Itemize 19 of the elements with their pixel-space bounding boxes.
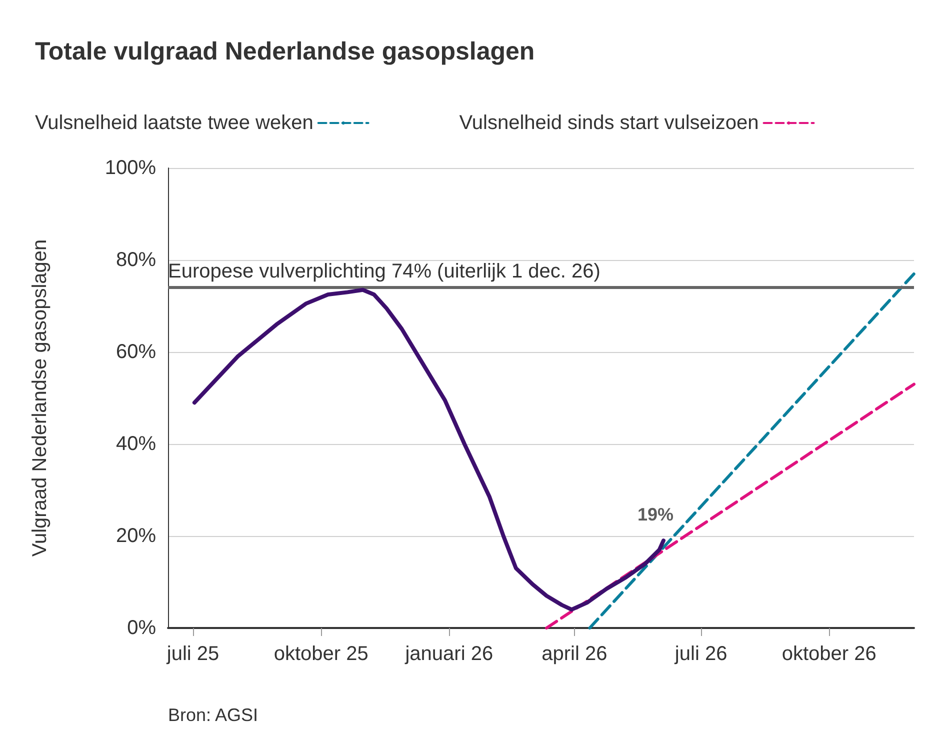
x-tick-label: oktober 25 [274,643,368,665]
annotation: 19% [637,504,674,525]
y-tick-label: 100% [104,157,156,179]
x-tick-label: juli 25 [166,643,220,665]
y-tick-label: 80% [116,249,156,271]
legend-label: Vulsnelheid sinds start vulseizoen [459,112,759,134]
y-tick-label: 20% [116,525,156,547]
x-tick-label: januari 26 [404,643,494,665]
x-tick-label: oktober 26 [782,643,876,665]
text: Bron: AGSI [168,705,258,725]
x-tick-label: juli 26 [674,643,728,665]
y-tick-label: 40% [116,433,156,455]
x-tick-label: april 26 [542,643,608,665]
legend-label: Vulsnelheid laatste twee weken [34,112,314,134]
y-axis-title: Vulgraad Nederlandse gasopslagen [29,239,51,557]
ref-line-label: Europese vulverplichting 74% (uiterlijk 1 dec. 26) [168,260,600,283]
y-tick-label: 60% [116,341,156,363]
y-tick-label: 0% [127,617,156,639]
chart-title: Totale vulgraad Nederlandse gasopslagen [35,38,535,66]
